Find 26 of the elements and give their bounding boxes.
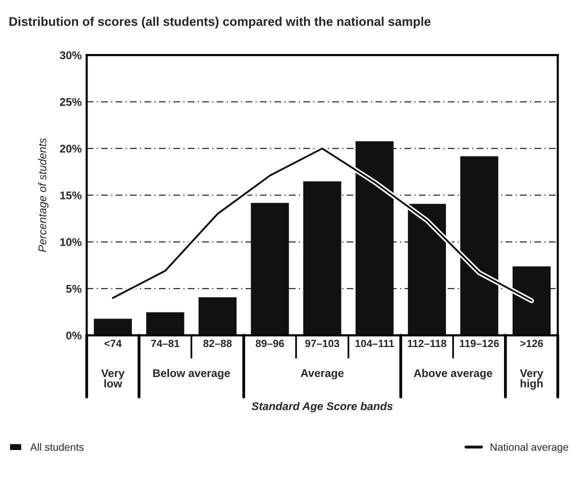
y-tick-label: 10% bbox=[60, 238, 82, 246]
y-tick-label: 30% bbox=[60, 51, 82, 60]
x-tick-label: 97–103 bbox=[305, 340, 340, 348]
x-tick-label: 74–81 bbox=[151, 340, 180, 348]
legend-label: All students bbox=[30, 443, 84, 451]
y-tick-label: 5% bbox=[66, 284, 82, 293]
y-tick-label: 25% bbox=[60, 98, 82, 106]
y-tick-label: 0% bbox=[66, 332, 82, 340]
x-tick-label: 119–126 bbox=[460, 340, 499, 348]
x-tick-label: <74 bbox=[104, 340, 122, 348]
legend-label: National average bbox=[490, 443, 568, 453]
text: Above average bbox=[414, 368, 492, 380]
y-tick-label: 15% bbox=[60, 191, 82, 200]
text: Average bbox=[300, 369, 344, 380]
y-tick-label: 20% bbox=[60, 144, 82, 153]
x-axis-title: Standard Age Score bands bbox=[252, 402, 393, 412]
chart-title: Distribution of scores (all students) compared with the national sample bbox=[10, 16, 431, 28]
x-tick-label: 82–88 bbox=[203, 340, 232, 348]
x-tick-label: >126 bbox=[520, 340, 543, 348]
text: Below average bbox=[153, 368, 230, 380]
x-tick-label: 89–96 bbox=[256, 340, 284, 348]
x-tick-label: 104–111 bbox=[356, 340, 394, 348]
y-axis-title: Percentage of students bbox=[38, 138, 48, 252]
x-tick-label: 112–118 bbox=[408, 340, 446, 348]
text: Very low bbox=[101, 369, 125, 388]
text: Very high bbox=[520, 369, 544, 390]
